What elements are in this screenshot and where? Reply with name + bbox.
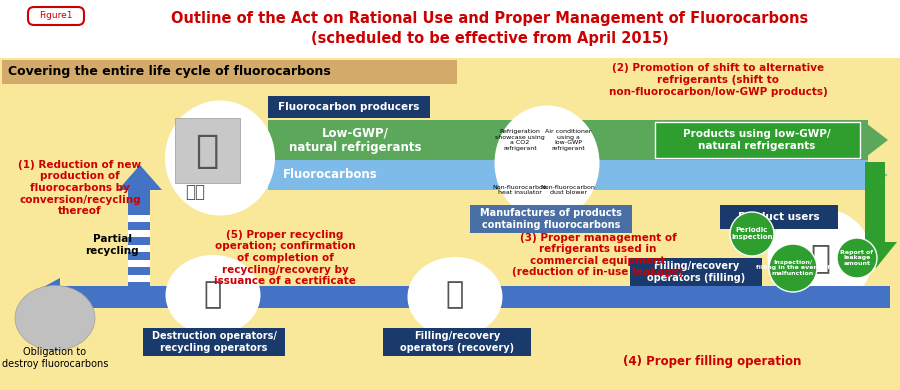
Text: (5) Proper recycling
operation; confirmation
of completion of
recycling/recovery: (5) Proper recycling operation; confirma… (214, 230, 356, 286)
Text: (scheduled to be effective from April 2015): (scheduled to be effective from April 20… (311, 30, 669, 46)
Text: Non-fluorocarbon
heat insulator: Non-fluorocarbon heat insulator (492, 184, 547, 195)
Bar (0, 58, 900, 390)
Text: Product users: Product users (738, 212, 820, 222)
Text: (4) Proper filling operation: (4) Proper filling operation (623, 356, 801, 369)
Text: Fluorocarbon producers: Fluorocarbon producers (278, 102, 419, 112)
Bar (655, 122, 860, 158)
Bar (0, 0, 900, 58)
FancyBboxPatch shape (28, 7, 84, 25)
Text: Refrigeration
showcase using
a CO2
refrigerant: Refrigeration showcase using a CO2 refri… (495, 129, 544, 151)
Bar (630, 258, 762, 286)
Polygon shape (25, 278, 60, 316)
Text: Periodic
inspection: Periodic inspection (731, 227, 773, 241)
Bar (720, 205, 838, 229)
Text: (2) Promotion of shift to alternative
refrigerants (shift to
non-fluorocarbon/lo: (2) Promotion of shift to alternative re… (608, 64, 827, 97)
Text: Partial
recycling: Partial recycling (86, 234, 139, 256)
Bar (268, 96, 430, 118)
Ellipse shape (165, 101, 275, 216)
Circle shape (837, 238, 877, 278)
Bar (128, 260, 150, 267)
Ellipse shape (408, 257, 502, 337)
Text: Figure1: Figure1 (40, 11, 73, 21)
Polygon shape (118, 165, 162, 190)
Polygon shape (862, 160, 888, 190)
Bar (128, 215, 150, 222)
Bar (268, 120, 868, 160)
Text: Products using low-GWP/
natural refrigerants: Products using low-GWP/ natural refriger… (683, 129, 831, 151)
Text: Filling/recovery
operators (recovery): Filling/recovery operators (recovery) (400, 331, 514, 353)
Bar (175, 118, 240, 183)
Bar (470, 205, 632, 233)
Ellipse shape (15, 285, 95, 351)
Text: (3) Proper management of
refrigerants used in
commercial equipment
(reduction of: (3) Proper management of refrigerants us… (512, 232, 684, 277)
Text: Non-fluorocarbon
dust blower: Non-fluorocarbon dust blower (541, 184, 596, 195)
Text: Outline of the Act on Rational Use and Proper Management of Fluorocarbons: Outline of the Act on Rational Use and P… (171, 11, 808, 25)
Text: Obligation to
destroy fluorocarbons: Obligation to destroy fluorocarbons (2, 347, 108, 369)
Text: Report of
leakage
amount: Report of leakage amount (841, 250, 874, 266)
Circle shape (730, 212, 774, 256)
Text: 🧊: 🧊 (810, 241, 830, 275)
Bar (128, 190, 150, 286)
Text: (1) Reduction of new
production of
fluorocarbons by
conversion/recycling
thereof: (1) Reduction of new production of fluor… (18, 160, 141, 216)
Bar (268, 160, 868, 190)
Polygon shape (862, 120, 888, 160)
Text: Low-GWP/
natural refrigerants: Low-GWP/ natural refrigerants (289, 126, 421, 154)
Text: Inspection/
filling in the event of
malfunction: Inspection/ filling in the event of malf… (756, 260, 830, 276)
Text: Fluorocarbons: Fluorocarbons (283, 168, 377, 181)
Bar (2, 60, 457, 84)
Text: Filling/recovery
operators (filling): Filling/recovery operators (filling) (647, 261, 745, 283)
Text: Manufactures of products
containing fluorocarbons: Manufactures of products containing fluo… (480, 208, 622, 230)
Ellipse shape (494, 106, 599, 220)
Text: 🏭: 🏭 (204, 280, 222, 310)
Ellipse shape (768, 208, 872, 308)
Bar (128, 245, 150, 252)
Bar (60, 286, 890, 308)
Polygon shape (855, 242, 897, 268)
Ellipse shape (166, 255, 260, 335)
Text: Air conditioner
using a
low-GWP
refrigerant: Air conditioner using a low-GWP refriger… (544, 129, 591, 151)
Text: Destruction operators/
recycling operators: Destruction operators/ recycling operato… (151, 331, 276, 353)
Bar (865, 162, 885, 242)
Text: 👷: 👷 (446, 280, 464, 310)
Bar (128, 275, 150, 282)
Circle shape (769, 244, 817, 292)
Text: 🏭: 🏭 (195, 132, 219, 170)
Bar (128, 230, 150, 237)
Bar (383, 328, 531, 356)
Text: Covering the entire life cycle of fluorocarbons: Covering the entire life cycle of fluoro… (8, 66, 331, 78)
Text: 🧴🧴: 🧴🧴 (185, 183, 205, 201)
Bar (143, 328, 285, 356)
